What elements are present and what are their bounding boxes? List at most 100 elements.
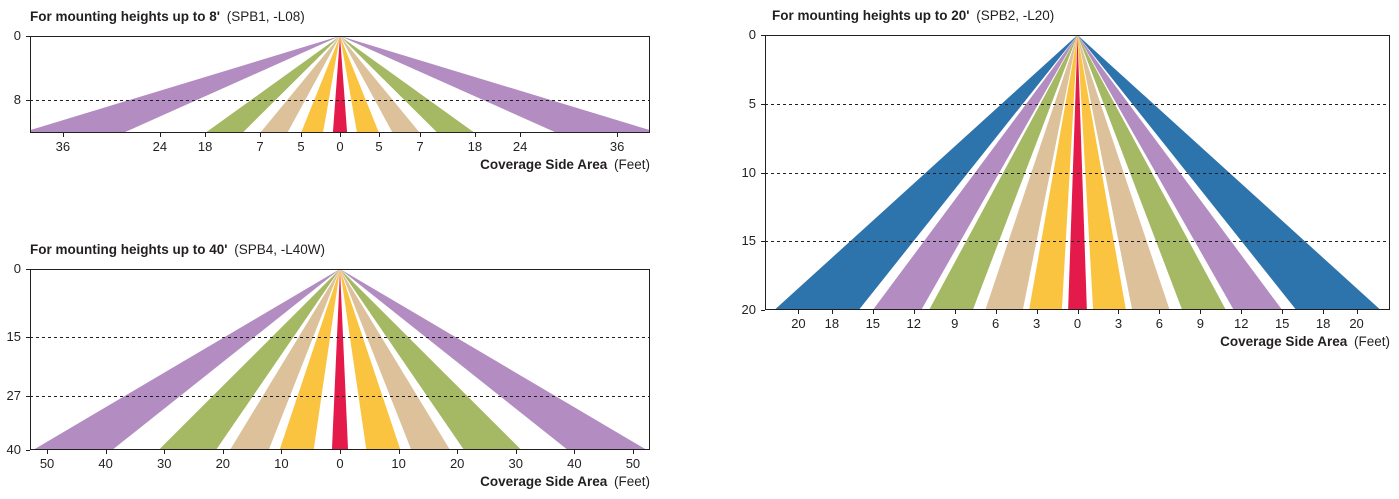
y-tick-label: 15 — [741, 233, 756, 249]
beam-yellow — [279, 269, 340, 450]
chart-title: For mounting heights up to 20' (SPB2, -L… — [772, 8, 1054, 24]
x-tick-label: 3 — [1032, 316, 1041, 331]
x-tick-label: 9 — [1196, 316, 1204, 331]
x-axis-label: Coverage Side Area (Feet) — [1220, 334, 1390, 349]
x-tick-label: 20 — [215, 456, 231, 471]
chart-title: For mounting heights up to 40' (SPB4, -L… — [30, 242, 325, 258]
x-tick-label: 40 — [567, 456, 582, 471]
x-axis-label-note: (Feet) — [1353, 334, 1390, 349]
x-tick-label: 10 — [274, 456, 289, 471]
x-tick-label: 24 — [152, 139, 168, 154]
y-tick-label: 27 — [6, 387, 21, 403]
y-tick-label: 8 — [13, 92, 21, 108]
beam-purple — [340, 36, 650, 133]
x-tick-label: 6 — [992, 316, 1000, 331]
x-tick-label: 18 — [824, 316, 840, 331]
beam-group — [33, 269, 647, 450]
x-axis-label-note: (Feet) — [613, 157, 650, 172]
x-tick-label: 50 — [625, 456, 641, 471]
chart-title-text: For mounting heights up to 40' — [30, 242, 228, 257]
x-tick-label: 20 — [1349, 316, 1364, 331]
beam-yellow — [340, 269, 401, 450]
x-tick-label: 12 — [1234, 316, 1249, 331]
beam-group — [774, 35, 1381, 310]
x-tick-label: 0 — [336, 456, 344, 471]
x-tick-label: 30 — [156, 456, 172, 471]
x-axis-label-text: Coverage Side Area — [1220, 334, 1348, 349]
x-tick-label: 40 — [98, 456, 113, 471]
coverage-plot-spb2: 20 18 15 12 9 6 3 0 3 6 9 12 15 18 20 0 5 10 15 20 — [742, 28, 1390, 331]
beam-green — [929, 35, 1078, 310]
x-tick-label: 18 — [467, 139, 483, 154]
x-tick-label: 0 — [336, 139, 344, 154]
y-tick-label: 20 — [741, 302, 756, 317]
coverage-plot-spb1: 36 24 18 7 5 0 5 7 18 24 36 0 8 — [14, 29, 650, 154]
x-tick-label: 50 — [39, 456, 55, 471]
beam-tan — [340, 269, 451, 450]
beam-green — [1077, 35, 1226, 310]
y-tick-label: 10 — [741, 164, 756, 180]
coverage-plot-spb4: 50 40 30 20 10 0 10 20 30 40 50 0 15 27 40 — [7, 262, 650, 471]
chart-spb4-l40w: For mounting heights up to 40' (SPB4, -L… — [7, 242, 650, 489]
beam-yellow — [300, 36, 340, 133]
chart-title-note: (SPB4, -L40W) — [234, 242, 325, 257]
beam-green — [158, 269, 340, 450]
chart-title-note: (SPB1, -L08) — [226, 9, 305, 24]
beam-purple — [30, 36, 340, 133]
x-axis-label-text: Coverage Side Area — [480, 474, 608, 489]
chart-title-note: (SPB2, -L20) — [976, 8, 1055, 23]
beam-green — [205, 36, 340, 133]
beam-tan — [985, 35, 1078, 310]
beam-purple — [1077, 35, 1283, 310]
x-axis-label: Coverage Side Area (Feet) — [480, 474, 650, 489]
plot-border — [765, 35, 1390, 310]
x-tick-label: 18 — [1315, 316, 1331, 331]
x-tick-label: 9 — [951, 316, 959, 331]
beam-red — [332, 36, 348, 133]
x-tick-label: 5 — [297, 139, 305, 154]
beam-purple — [340, 269, 647, 450]
y-tick-label: 5 — [748, 95, 756, 111]
coverage-fan-svg — [761, 35, 1390, 314]
x-axis-label: Coverage Side Area (Feet) — [480, 157, 650, 172]
y-tick-label: 0 — [13, 28, 21, 43]
x-axis-label-text: Coverage Side Area — [480, 157, 608, 172]
x-tick-label: 12 — [906, 316, 921, 331]
plot-border — [30, 36, 650, 133]
x-tick-label: 36 — [55, 139, 71, 154]
x-tick-label: 7 — [416, 139, 424, 154]
chart-title-text: For mounting heights up to 20' — [772, 8, 970, 23]
x-tick-label: 18 — [197, 139, 213, 154]
beam-tan — [229, 269, 340, 450]
beam-group — [30, 36, 650, 133]
x-tick-label: 15 — [1274, 316, 1290, 331]
y-tick-label: 15 — [6, 328, 21, 344]
plot-border — [30, 269, 650, 450]
y-tick-label: 40 — [6, 442, 21, 457]
y-tick-label: 0 — [13, 261, 21, 276]
coverage-fan-svg — [26, 36, 650, 137]
beam-tan — [260, 36, 340, 133]
chart-title-text: For mounting heights up to 8' — [30, 9, 220, 24]
x-tick-label: 36 — [609, 139, 625, 154]
x-axis-label-note: (Feet) — [613, 474, 650, 489]
beam-blue — [1077, 35, 1381, 310]
coverage-fan-svg — [26, 269, 650, 454]
chart-title: For mounting heights up to 8' (SPB1, -L0… — [30, 9, 305, 25]
beam-purple — [33, 269, 340, 450]
x-tick-label: 24 — [512, 139, 528, 154]
y-tick-label: 0 — [748, 27, 756, 42]
x-tick-label: 0 — [1073, 316, 1082, 331]
x-tick-label: 20 — [449, 456, 465, 471]
beam-red — [331, 269, 349, 450]
beam-green — [340, 269, 522, 450]
chart-spb1-l08: For mounting heights up to 8' (SPB1, -L0… — [14, 9, 650, 172]
x-tick-label: 7 — [256, 139, 264, 154]
x-tick-label: 20 — [791, 316, 806, 331]
beam-tan — [1077, 35, 1170, 310]
beam-yellow — [340, 36, 380, 133]
x-tick-label: 30 — [508, 456, 523, 471]
x-tick-label: 3 — [1114, 316, 1123, 331]
chart-spb2-l20: For mounting heights up to 20' (SPB2, -L… — [742, 8, 1390, 349]
